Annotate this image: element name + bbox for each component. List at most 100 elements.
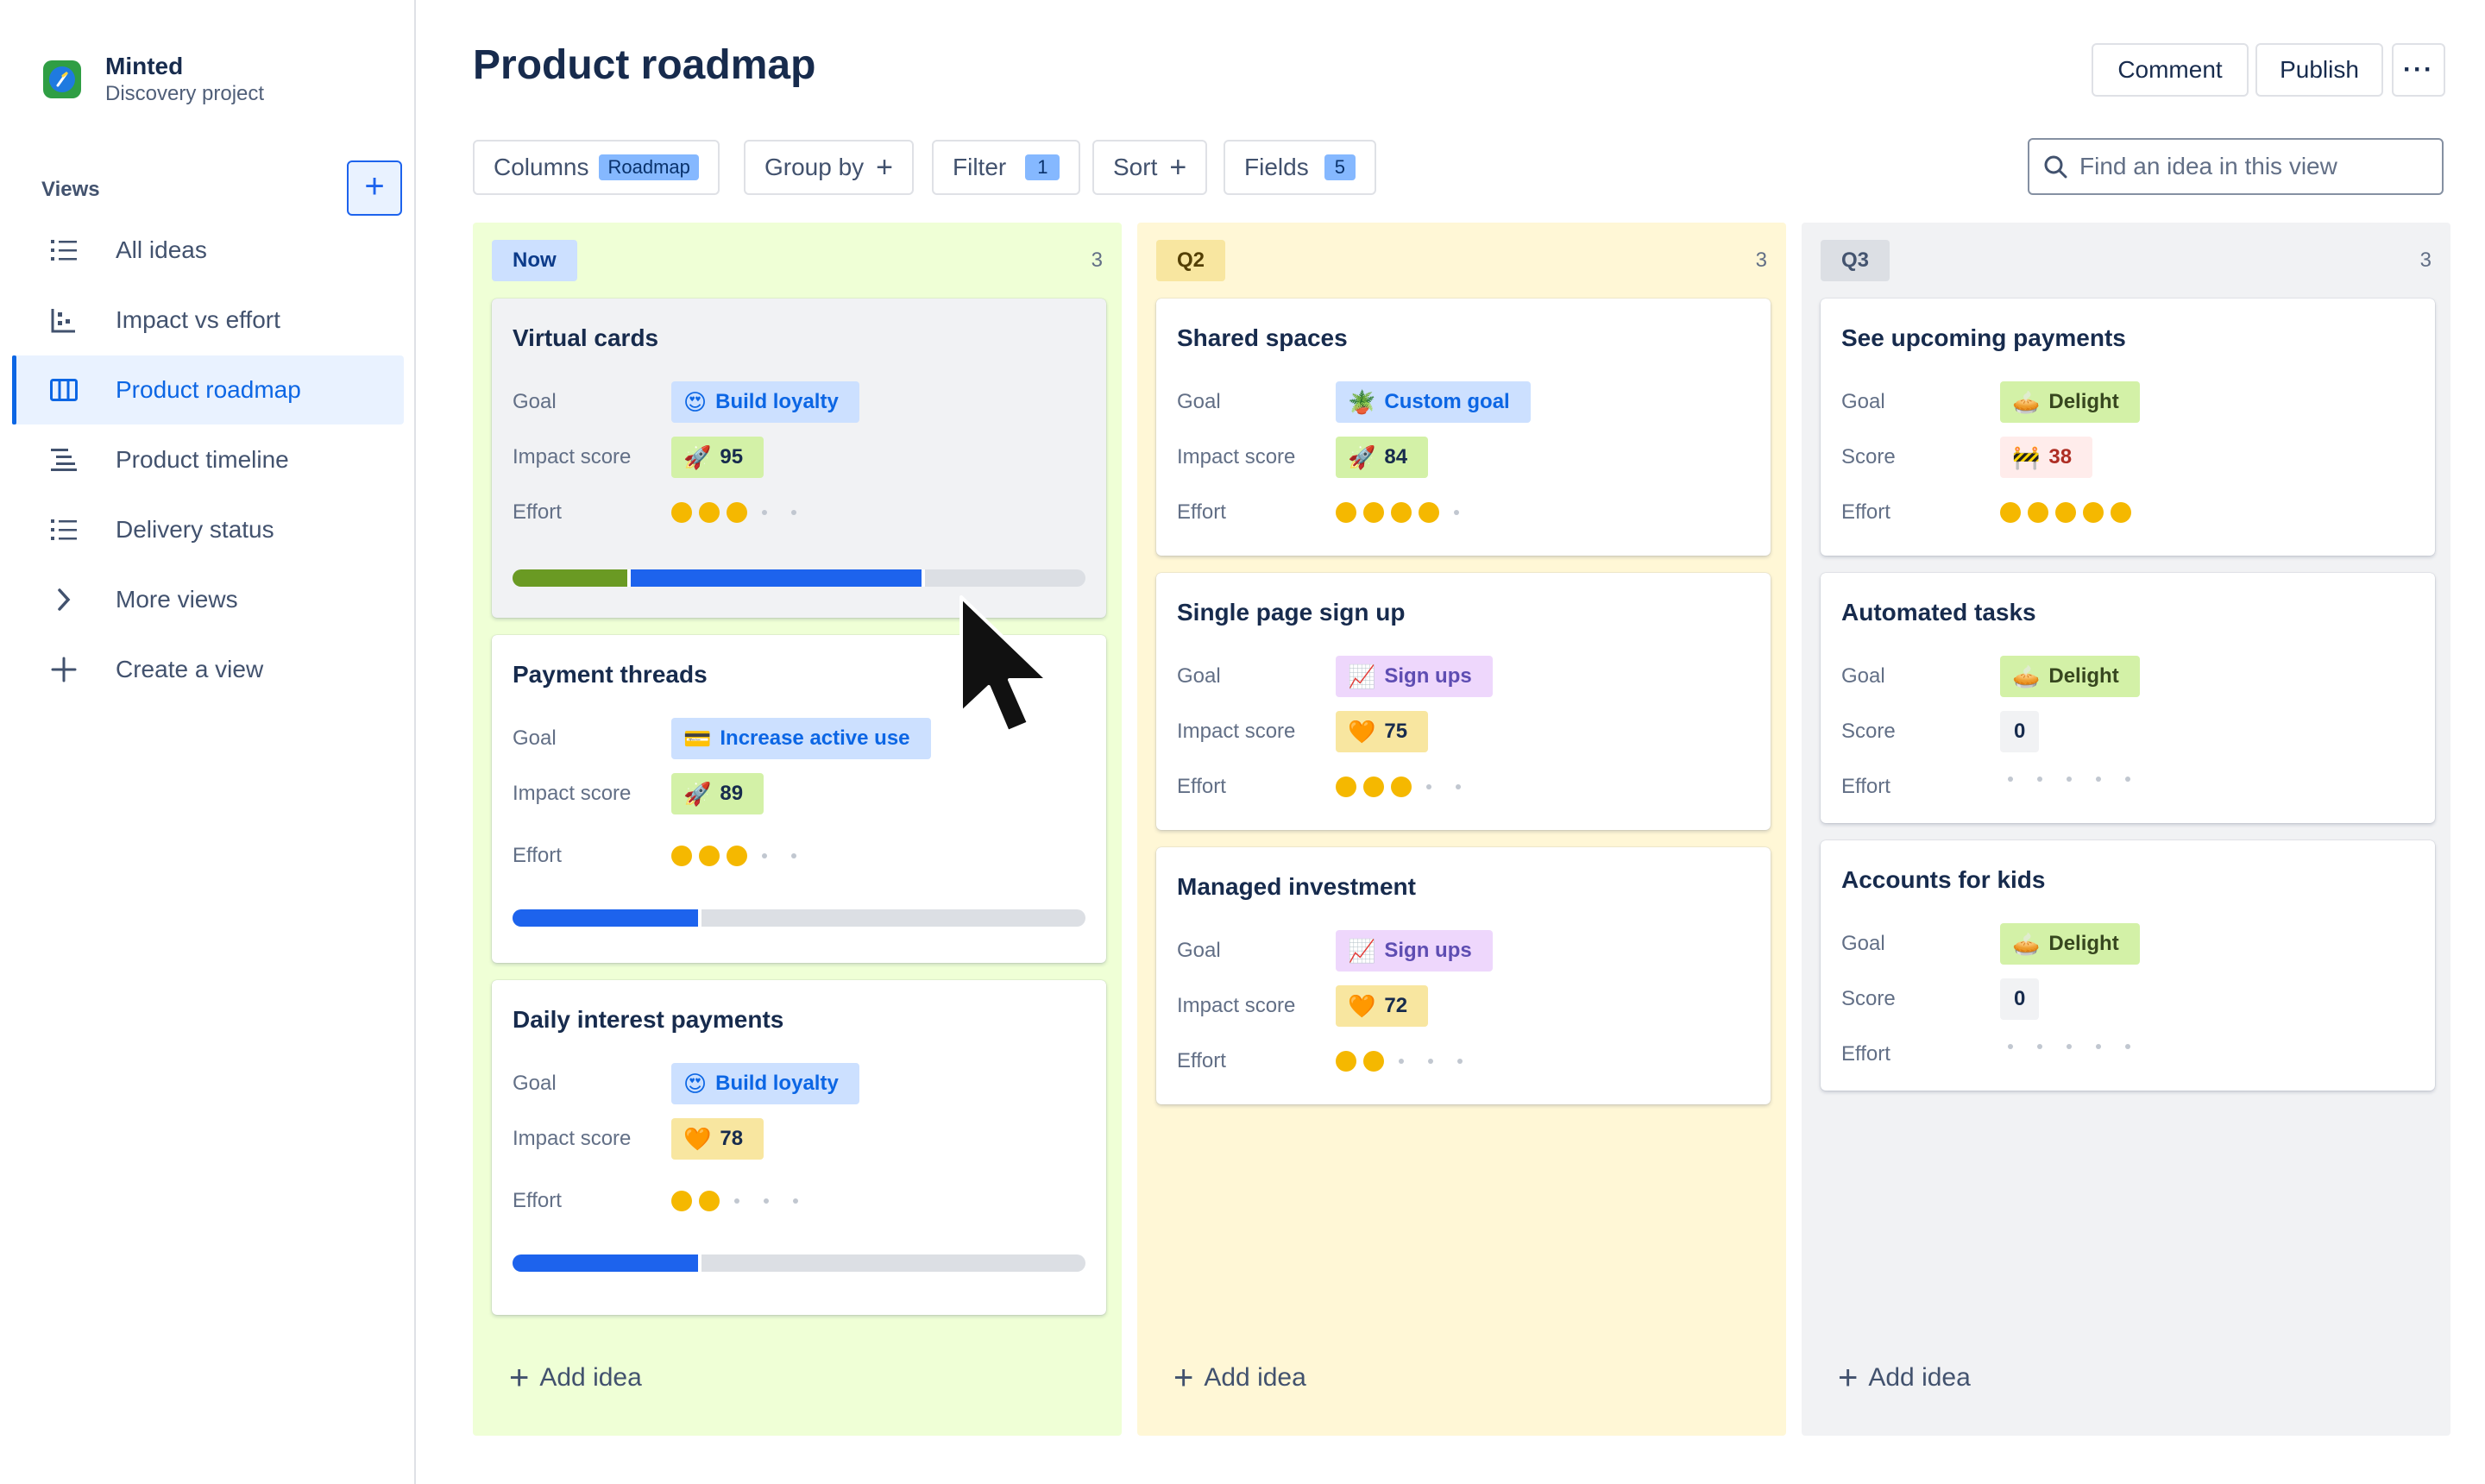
sidebar-item-product-roadmap[interactable]: Product roadmap — [12, 355, 404, 424]
effort-rating[interactable] — [671, 1191, 815, 1211]
effort-field: Effort — [1841, 1034, 2411, 1075]
more-actions-button[interactable]: ··· — [2392, 43, 2445, 97]
score-pill[interactable]: 0 — [2000, 711, 2040, 752]
score-label: Impact score — [1177, 445, 1296, 468]
score-emoji-icon: 🧡 — [1348, 718, 1376, 745]
idea-title: Shared spaces — [1177, 324, 1348, 351]
goal-value: Delight — [2048, 664, 2119, 688]
score-pill[interactable]: 🚧 38 — [2000, 437, 2093, 478]
group-by-button[interactable]: Group by + — [744, 140, 915, 195]
score-field: Impact score 🚀 95 — [513, 437, 1082, 478]
add-view-button[interactable]: + — [347, 160, 402, 216]
goal-pill[interactable]: 📈 Sign ups — [1336, 930, 1493, 972]
sidebar-item-delivery-status[interactable]: Delivery status — [12, 495, 404, 564]
chevron-right-icon — [48, 584, 79, 615]
goal-label: Goal — [1841, 664, 1885, 688]
sidebar-item-impact-vs-effort[interactable]: Impact vs effort — [12, 286, 404, 355]
score-pill[interactable]: 0 — [2000, 978, 2040, 1020]
goal-pill[interactable]: 📈 Sign ups — [1336, 656, 1493, 697]
effort-dot-filled — [2028, 502, 2048, 523]
column-header: Now 3 — [492, 240, 1103, 281]
score-pill[interactable]: 🚀 84 — [1336, 437, 1429, 478]
publish-button[interactable]: Publish — [2255, 43, 2383, 97]
sidebar-item-more-views[interactable]: More views — [12, 565, 404, 634]
add-idea-button[interactable]: + Add idea — [1838, 1361, 1971, 1395]
effort-rating[interactable] — [2000, 502, 2138, 523]
add-idea-button[interactable]: + Add idea — [1173, 1361, 1306, 1395]
idea-card[interactable]: Accounts for kids Goal 🥧 Delight Score 0 Effor… — [1821, 840, 2435, 1091]
search-input[interactable] — [2079, 153, 2425, 180]
effort-dot-filled — [699, 502, 720, 523]
fields-label: Fields — [1244, 154, 1309, 180]
score-pill[interactable]: 🚀 89 — [671, 773, 764, 814]
goal-pill[interactable]: 🪴 Custom goal — [1336, 381, 1531, 423]
sidebar-item-create-view[interactable]: Create a view — [12, 635, 404, 704]
column-tag[interactable]: Now — [492, 240, 577, 281]
fields-button[interactable]: Fields 5 — [1224, 140, 1376, 195]
effort-field: Effort — [513, 835, 1082, 877]
goal-value: Increase active use — [720, 726, 910, 750]
effort-label: Effort — [513, 1189, 562, 1212]
idea-card[interactable]: Shared spaces Goal 🪴 Custom goal Impact scor… — [1156, 299, 1771, 556]
columns-button[interactable]: Columns Roadmap — [473, 140, 720, 195]
filter-button[interactable]: Filter 1 — [932, 140, 1081, 195]
sidebar-item-label: More views — [116, 586, 238, 613]
effort-dot-empty — [2067, 1044, 2072, 1049]
effort-rating[interactable] — [671, 846, 813, 866]
sidebar-item-product-timeline[interactable]: Product timeline — [12, 425, 404, 494]
goal-label: Goal — [1841, 932, 1885, 955]
effort-dot-filled — [1336, 502, 1356, 523]
goal-label: Goal — [1177, 939, 1221, 962]
idea-title: Single page sign up — [1177, 599, 1406, 626]
goal-pill[interactable]: 😍 Build loyalty — [671, 1063, 859, 1104]
score-label: Score — [1841, 445, 1896, 468]
score-pill[interactable]: 🧡 78 — [671, 1118, 764, 1160]
effort-rating[interactable] — [1336, 502, 1475, 523]
comment-button[interactable]: Comment — [2092, 43, 2249, 97]
idea-title: See upcoming payments — [1841, 324, 2126, 351]
score-pill[interactable]: 🧡 72 — [1336, 985, 1429, 1027]
sort-button[interactable]: Sort + — [1092, 140, 1208, 195]
effort-dot-filled — [671, 846, 692, 866]
effort-rating[interactable] — [1336, 777, 1477, 797]
score-pill[interactable]: 🚀 95 — [671, 437, 764, 478]
effort-rating[interactable] — [1336, 1051, 1479, 1072]
score-value: 78 — [720, 1127, 744, 1150]
idea-card[interactable]: Payment threads Goal 💳 Increase active use I… — [492, 635, 1106, 963]
goal-pill[interactable]: 🥧 Delight — [2000, 656, 2140, 697]
idea-card[interactable]: Managed investment Goal 📈 Sign ups Impact sc… — [1156, 847, 1771, 1104]
effort-dot-empty — [1456, 784, 1461, 789]
add-idea-button[interactable]: + Add idea — [509, 1361, 642, 1395]
idea-card[interactable]: Virtual cards Goal 😍 Build loyalty Impact sc… — [492, 299, 1106, 618]
delivery-progress-bar — [513, 1254, 1085, 1272]
effort-dot-empty — [2067, 777, 2072, 782]
goal-pill[interactable]: 🥧 Delight — [2000, 923, 2140, 965]
score-field: Impact score 🚀 84 — [1177, 437, 1746, 478]
sidebar: Minted Discovery project Views + All ide… — [0, 0, 416, 1484]
effort-rating[interactable] — [2000, 1044, 2147, 1049]
goal-value: Delight — [2048, 932, 2119, 955]
effort-dot-filled — [727, 502, 747, 523]
delivery-progress-bar — [513, 909, 1085, 927]
column-tag[interactable]: Q3 — [1821, 240, 1890, 281]
effort-dot-filled — [2000, 502, 2021, 523]
score-value: 89 — [720, 782, 744, 805]
score-emoji-icon: 🚀 — [683, 443, 712, 470]
goal-pill[interactable]: 🥧 Delight — [2000, 381, 2140, 423]
effort-rating[interactable] — [671, 502, 813, 523]
score-pill[interactable]: 🧡 75 — [1336, 711, 1429, 752]
idea-card[interactable]: Daily interest payments Goal 😍 Build loyalt… — [492, 980, 1106, 1315]
column-q2: Q2 3 Shared spaces Goal 🪴 Custom goal Impact s… — [1137, 223, 1786, 1436]
search-field[interactable] — [2028, 138, 2444, 195]
column-q3: Q3 3 See upcoming payments Goal 🥧 Delight Scor… — [1802, 223, 2450, 1436]
sidebar-item-all-ideas[interactable]: All ideas — [12, 216, 404, 285]
project-header[interactable]: Minted Discovery project — [43, 52, 264, 107]
idea-card[interactable]: Automated tasks Goal 🥧 Delight Score 0 Effort — [1821, 573, 2435, 823]
effort-rating[interactable] — [2000, 777, 2147, 782]
score-emoji-icon: 🧡 — [683, 1125, 712, 1152]
idea-card[interactable]: Single page sign up Goal 📈 Sign ups Impact s… — [1156, 573, 1771, 830]
idea-card[interactable]: See upcoming payments Goal 🥧 Delight Score 🚧 3… — [1821, 299, 2435, 556]
goal-pill[interactable]: 😍 Build loyalty — [671, 381, 859, 423]
goal-pill[interactable]: 💳 Increase active use — [671, 718, 931, 759]
column-tag[interactable]: Q2 — [1156, 240, 1226, 281]
